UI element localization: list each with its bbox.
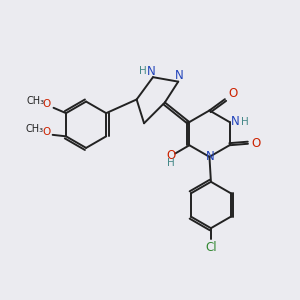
Text: N: N: [175, 69, 184, 82]
Text: H: H: [167, 158, 175, 168]
Text: O: O: [42, 127, 50, 137]
Text: Cl: Cl: [206, 241, 217, 254]
Text: N: N: [206, 150, 214, 163]
Text: O: O: [43, 99, 51, 109]
Text: N: N: [147, 65, 156, 78]
Text: N: N: [230, 115, 239, 128]
Text: O: O: [229, 87, 238, 100]
Text: H: H: [139, 66, 146, 76]
Text: CH₃: CH₃: [27, 96, 45, 106]
Text: O: O: [166, 148, 175, 162]
Text: O: O: [252, 137, 261, 150]
Text: H: H: [241, 117, 248, 127]
Text: CH₃: CH₃: [26, 124, 44, 134]
